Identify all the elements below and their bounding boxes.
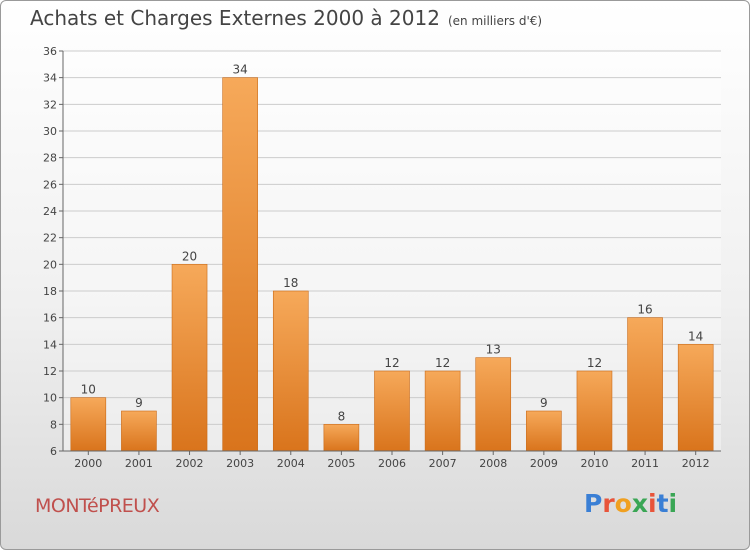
y-tick-label: 28 <box>43 152 57 165</box>
y-tick-label: 26 <box>43 178 57 191</box>
x-tick-label: 2005 <box>327 457 355 470</box>
x-tick-label: 2000 <box>74 457 102 470</box>
y-tick-label: 24 <box>43 205 57 218</box>
y-tick-label: 16 <box>43 312 57 325</box>
x-tick-label: 2008 <box>479 457 507 470</box>
y-tick-label: 34 <box>43 72 57 85</box>
x-tick-label: 2010 <box>580 457 608 470</box>
y-tick-label: 8 <box>50 418 57 431</box>
data-label: 12 <box>384 356 399 370</box>
bar <box>121 410 157 452</box>
bar <box>627 317 663 452</box>
x-tick-label: 2007 <box>429 457 457 470</box>
data-label: 12 <box>435 356 450 370</box>
data-label: 9 <box>540 396 548 410</box>
logo-letter: i <box>648 489 657 518</box>
bar <box>677 344 714 452</box>
data-label: 13 <box>486 343 501 357</box>
bar <box>222 77 258 452</box>
x-tick-label: 2002 <box>176 457 204 470</box>
title-text: Achats et Charges Externes 2000 à 2012 <box>30 6 440 30</box>
data-label: 16 <box>637 303 652 317</box>
logo-letter: x <box>631 489 648 518</box>
y-tick-label: 36 <box>43 45 57 58</box>
logo-letter: P <box>584 489 603 518</box>
bar <box>272 290 309 452</box>
bar <box>374 370 410 452</box>
proxiti-logo: Proxiti <box>584 489 677 518</box>
y-tick-label: 14 <box>43 338 57 351</box>
data-label: 9 <box>135 396 143 410</box>
logo-letter: t <box>656 489 669 518</box>
y-tick-label: 6 <box>50 445 57 458</box>
x-tick-label: 2001 <box>125 457 153 470</box>
logo-letter: i <box>668 489 678 518</box>
data-label: 34 <box>233 63 248 77</box>
chart-title: Achats et Charges Externes 2000 à 2012 (e… <box>30 6 542 30</box>
bar <box>475 357 512 452</box>
x-tick-label: 2012 <box>682 457 710 470</box>
x-tick-label: 2011 <box>631 457 659 470</box>
x-tick-label: 2003 <box>226 457 254 470</box>
data-label: 10 <box>81 383 96 397</box>
bar <box>576 370 613 452</box>
bar <box>424 370 461 452</box>
y-tick-label: 20 <box>43 258 57 271</box>
bar <box>171 264 208 452</box>
x-tick-label: 2004 <box>277 457 305 470</box>
y-tick-label: 12 <box>43 365 57 378</box>
bar <box>70 397 107 452</box>
y-tick-label: 18 <box>43 285 57 298</box>
data-label: 18 <box>283 276 298 290</box>
bar <box>526 410 562 452</box>
data-label: 8 <box>338 409 346 423</box>
y-tick-label: 10 <box>43 392 57 405</box>
chart-subtitle: (en milliers d'€) <box>447 14 543 28</box>
y-tick-label: 22 <box>43 232 57 245</box>
logo-letter: o <box>614 489 632 518</box>
y-tick-label: 32 <box>43 98 57 111</box>
logo-letter: r <box>602 489 615 518</box>
y-tick-label: 30 <box>43 125 57 138</box>
data-label: 20 <box>182 249 197 263</box>
x-tick-label: 2006 <box>378 457 406 470</box>
town-name: MONTéPREUX <box>35 495 160 517</box>
data-label: 14 <box>688 329 703 343</box>
data-label: 12 <box>587 356 602 370</box>
bar <box>323 424 360 452</box>
x-tick-label: 2009 <box>530 457 558 470</box>
